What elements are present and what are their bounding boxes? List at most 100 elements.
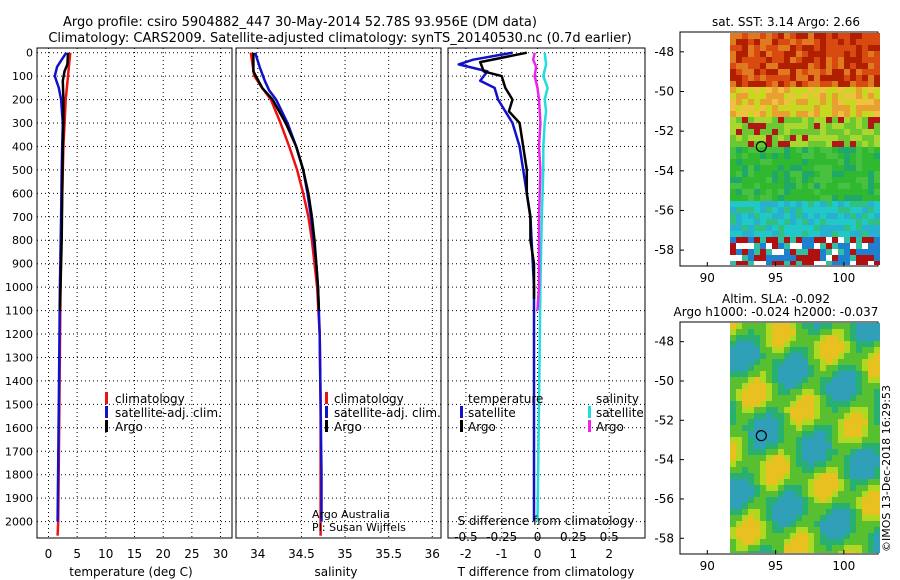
heatmap-cell [862,183,868,189]
heatmap-cell [808,33,814,39]
heatmap-cell [784,117,790,123]
heatmap-cell [838,431,844,437]
heatmap-cell [802,521,808,527]
legend-label-t-argo: Argo [468,420,496,434]
heatmap-cell [850,527,856,533]
heatmap-cell [862,509,868,515]
heatmap-cell [784,395,790,401]
heatmap-cell [748,93,754,99]
heatmap-cell [778,237,784,243]
heatmap-cell [790,425,796,431]
heatmap-cell [784,347,790,353]
heatmap-cell [766,87,772,93]
heatmap-cell [766,117,772,123]
heatmap-cell [784,341,790,347]
heatmap-cell [778,81,784,87]
heatmap-cell [808,135,814,141]
heatmap-cell [730,129,736,135]
heatmap-cell [808,57,814,63]
heatmap-cell [766,413,772,419]
heatmap-cell [796,201,802,207]
heatmap-cell [772,371,778,377]
heatmap-cell [820,539,826,545]
heatmap-cell [754,69,760,75]
heatmap-cell [760,509,766,515]
heatmap-cell [874,329,880,335]
heatmap-cell [832,201,838,207]
heatmap-cell [826,503,832,509]
heatmap-cell [742,237,748,243]
heatmap-cell [790,395,796,401]
heatmap-cell [730,425,736,431]
heatmap-cell [790,81,796,87]
heatmap-cell [790,111,796,117]
legend-label-climatology: climatology [334,392,404,406]
heatmap-cell [862,213,868,219]
temperature-panel: 0100200300400500600700800900100011001200… [5,47,233,579]
heatmap-cell [832,225,838,231]
heatmap-cell [862,243,868,249]
heatmap-cell [748,81,754,87]
heatmap-cell [808,419,814,425]
legend-label-s-argo: Argo [596,420,624,434]
heatmap-cell [742,171,748,177]
heatmap-cell [832,455,838,461]
heatmap-cell [760,231,766,237]
heatmap-cell [796,515,802,521]
heatmap-cell [808,207,814,213]
heatmap-cell [784,449,790,455]
heatmap-cell [760,497,766,503]
heatmap-cell [856,371,862,377]
heatmap-cell [850,57,856,63]
heatmap-cell [766,177,772,183]
heatmap-cell [778,141,784,147]
heatmap-cell [820,75,826,81]
longitude-tick-label: 100 [832,271,855,285]
heatmap-cell [730,509,736,515]
heatmap-cell [826,479,832,485]
depth-tick-label: 1100 [5,305,33,318]
heatmap-cell [832,377,838,383]
heatmap-cell [850,225,856,231]
heatmap-cell [784,491,790,497]
legend-swatch-climatology [105,392,108,404]
heatmap-cell [844,431,850,437]
heatmap-cell [814,383,820,389]
heatmap-cell [742,81,748,87]
heatmap-cell [838,249,844,255]
heatmap-cell [826,455,832,461]
heatmap-cell [802,455,808,461]
heatmap-cell [748,365,754,371]
heatmap-cell [814,135,820,141]
heatmap-cell [856,497,862,503]
heatmap-cell [748,545,754,551]
heatmap-cell [838,527,844,533]
heatmap-cell [778,521,784,527]
heatmap-cell [784,51,790,57]
heatmap-cell [748,237,754,243]
heatmap-cell [796,353,802,359]
heatmap-cell [796,503,802,509]
heatmap-cell [844,171,850,177]
heatmap-cell [766,509,772,515]
heatmap-cell [874,111,880,117]
heatmap-cell [868,461,874,467]
heatmap-cell [784,353,790,359]
heatmap-cell [778,419,784,425]
heatmap-cell [790,377,796,383]
heatmap-cell [814,353,820,359]
salinity-xlabel: salinity [314,565,357,579]
heatmap-cell [730,527,736,533]
heatmap-cell [832,539,838,545]
heatmap-cell [730,261,736,265]
heatmap-cell [862,443,868,449]
heatmap-cell [838,189,844,195]
heatmap-cell [808,231,814,237]
x-tick-label: 0 [534,547,542,561]
heatmap-cell [874,213,880,219]
heatmap-cell [808,401,814,407]
heatmap-cell [748,231,754,237]
heatmap-cell [826,111,832,117]
heatmap-cell [844,455,850,461]
heatmap-cell [814,81,820,87]
